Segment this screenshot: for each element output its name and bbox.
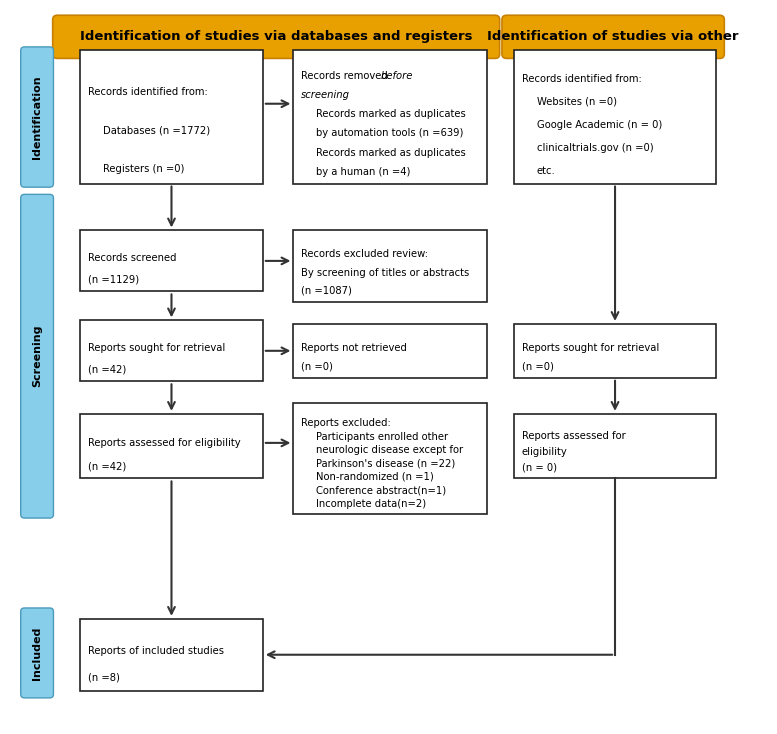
Text: Reports not retrieved: Reports not retrieved [301, 343, 407, 353]
FancyBboxPatch shape [21, 47, 54, 187]
Text: Reports sought for retrieval: Reports sought for retrieval [88, 343, 225, 352]
Text: (n =0): (n =0) [522, 361, 554, 371]
FancyBboxPatch shape [80, 414, 263, 479]
Text: Records marked as duplicates: Records marked as duplicates [316, 109, 466, 119]
Text: Records identified from:: Records identified from: [522, 74, 642, 84]
Text: Databases (n =1772): Databases (n =1772) [103, 126, 210, 136]
Text: By screening of titles or abstracts: By screening of titles or abstracts [301, 268, 469, 277]
Text: Reports excluded:: Reports excluded: [301, 418, 391, 428]
FancyBboxPatch shape [294, 324, 487, 378]
Text: neurologic disease except for: neurologic disease except for [316, 445, 463, 455]
Text: Included: Included [32, 626, 42, 680]
Text: Reports assessed for: Reports assessed for [522, 431, 625, 441]
Text: Conference abstract(n=1): Conference abstract(n=1) [316, 485, 446, 495]
Text: Records identified from:: Records identified from: [88, 87, 207, 97]
Text: Reports sought for retrieval: Reports sought for retrieval [522, 343, 659, 353]
FancyBboxPatch shape [514, 324, 716, 378]
Text: (n =1129): (n =1129) [88, 275, 139, 285]
Text: before: before [381, 70, 413, 81]
FancyBboxPatch shape [294, 51, 487, 184]
Text: Identification: Identification [32, 75, 42, 159]
Text: Websites (n =0): Websites (n =0) [537, 97, 617, 107]
FancyBboxPatch shape [502, 15, 724, 59]
FancyBboxPatch shape [294, 230, 487, 302]
Text: Reports of included studies: Reports of included studies [88, 646, 224, 655]
FancyBboxPatch shape [53, 15, 500, 59]
Text: (n = 0): (n = 0) [522, 462, 557, 473]
FancyBboxPatch shape [80, 230, 263, 291]
Text: Screening: Screening [32, 325, 42, 388]
Text: Participants enrolled other: Participants enrolled other [316, 432, 448, 442]
Text: clinicaltrials.gov (n =0): clinicaltrials.gov (n =0) [537, 143, 653, 153]
Text: Registers (n =0): Registers (n =0) [103, 164, 184, 174]
Text: (n =42): (n =42) [88, 365, 126, 374]
Text: Incomplete data(n=2): Incomplete data(n=2) [316, 499, 427, 509]
FancyBboxPatch shape [21, 608, 54, 698]
Text: Reports assessed for eligibility: Reports assessed for eligibility [88, 437, 240, 448]
FancyBboxPatch shape [514, 51, 716, 184]
FancyBboxPatch shape [514, 414, 716, 479]
Text: Identification of studies via other: Identification of studies via other [487, 30, 739, 43]
Text: Records marked as duplicates: Records marked as duplicates [316, 148, 466, 158]
Text: by a human (n =4): by a human (n =4) [316, 167, 410, 177]
Text: Records removed: Records removed [301, 70, 391, 81]
Text: (n =8): (n =8) [88, 673, 120, 683]
Text: Records excluded review:: Records excluded review: [301, 250, 428, 259]
FancyBboxPatch shape [80, 320, 263, 382]
Text: (n =0): (n =0) [301, 361, 333, 371]
Text: Google Academic (n = 0): Google Academic (n = 0) [537, 120, 662, 130]
Text: screening: screening [301, 90, 350, 100]
Text: (n =42): (n =42) [88, 461, 126, 471]
Text: by automation tools (n =639): by automation tools (n =639) [316, 128, 464, 139]
FancyBboxPatch shape [294, 403, 487, 515]
Text: Identification of studies via databases and registers: Identification of studies via databases … [80, 30, 472, 43]
Text: Records screened: Records screened [88, 252, 176, 263]
FancyBboxPatch shape [21, 195, 54, 518]
Text: (n =1087): (n =1087) [301, 286, 352, 296]
Text: eligibility: eligibility [522, 447, 567, 457]
Text: etc.: etc. [537, 167, 556, 176]
FancyBboxPatch shape [80, 619, 263, 691]
FancyBboxPatch shape [80, 51, 263, 184]
Text: Non-randomized (n =1): Non-randomized (n =1) [316, 472, 434, 482]
Text: :: : [343, 90, 346, 100]
Text: Parkinson's disease (n =22): Parkinson's disease (n =22) [316, 459, 455, 468]
